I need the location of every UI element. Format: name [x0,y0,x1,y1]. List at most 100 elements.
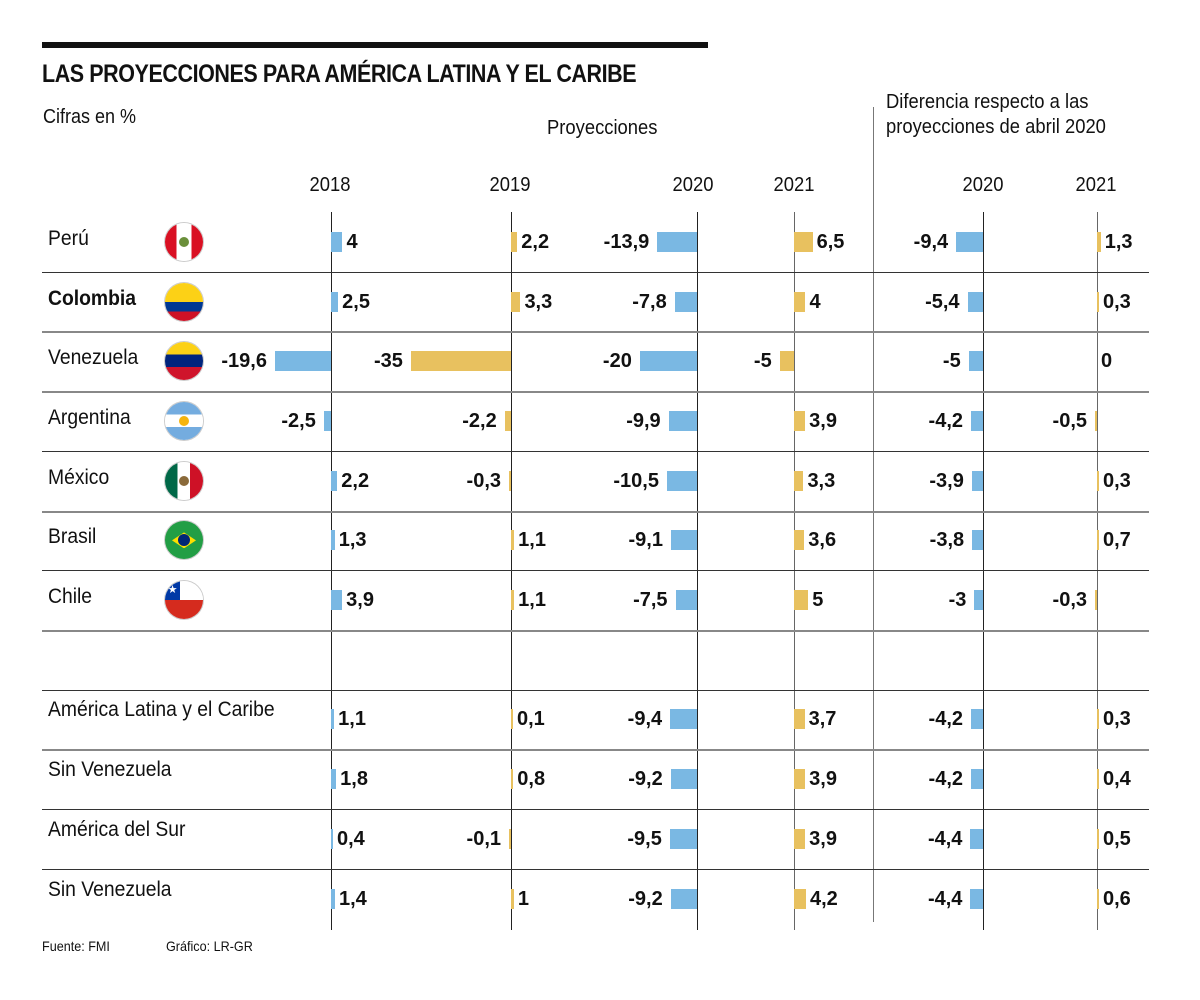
bar-y2021 [794,410,806,431]
row-separator [42,690,1149,691]
bar-y2020 [669,828,697,849]
data-label-y2021: 3,6 [808,529,837,552]
data-label-y2020: -7,5 [633,589,668,612]
bar-d2020 [970,828,983,849]
bar-d2020 [967,291,983,312]
data-label-d2021: 0,3 [1103,469,1131,492]
brazil-flag-icon [165,521,203,560]
bar-y2020 [670,888,697,909]
data-label-y2021: 6,5 [816,230,845,253]
zero-axis-y2021 [794,212,795,930]
bar-y2018 [331,828,333,849]
bar-d2021 [1097,291,1099,312]
data-label-d2020: -3,9 [929,469,964,492]
column-header-d2021: 2021 [1075,174,1117,196]
bar-d2020 [971,470,983,491]
data-label-y2019: 0,8 [517,768,546,791]
bar-d2021 [1097,828,1099,849]
data-label-d2021: 0,4 [1103,768,1131,791]
data-label-y2021: 3,9 [809,827,837,850]
bar-d2020 [970,410,983,431]
row-label: México [48,465,110,489]
bar-d2021 [1095,410,1097,431]
data-label-d2021: 0,7 [1103,529,1131,552]
bar-y2021 [779,351,794,372]
row-label: Sin Venezuela [48,758,172,782]
data-label-y2019: 2,2 [521,230,550,253]
bar-d2021 [1097,530,1099,551]
data-label-d2020: -9,4 [913,230,949,253]
data-label-d2021: 0,3 [1103,708,1131,731]
data-label-y2018: 0,4 [337,827,365,850]
bar-y2018 [331,470,338,491]
row-separator [42,630,1149,632]
bar-y2020 [670,530,697,551]
data-label-y2020: -9,4 [627,708,663,731]
data-label-d2020: -4,4 [927,887,963,910]
bar-y2018 [331,231,343,252]
data-label-y2018: 2,5 [342,290,370,313]
data-label-y2020: -7,8 [632,290,667,313]
source-note: Fuente: FMI [42,938,110,954]
difference-label: Diferencia respecto a las proyecciones d… [886,90,1106,140]
data-label-y2020: -9,1 [628,529,663,552]
bar-y2021 [794,291,806,312]
data-label-y2018: 3,9 [346,589,374,612]
bar-y2020 [668,410,697,431]
data-label-d2020: -3,8 [929,529,965,552]
data-label-d2021: 0,5 [1103,827,1131,850]
section-divider [873,107,874,922]
data-label-y2019: -35 [374,350,403,373]
bar-y2019 [511,590,515,611]
zero-axis-y2018 [331,212,332,930]
bar-y2018 [323,410,331,431]
data-label-y2018: -19,6 [221,350,267,373]
data-label-d2021: 0,3 [1103,290,1131,313]
bar-y2021 [794,828,806,849]
projections-label: Proyecciones [547,117,658,139]
data-label-y2020: -9,2 [628,768,663,791]
data-label-y2018: 1,4 [339,887,367,910]
bar-y2021 [794,530,805,551]
zero-axis-y2020 [697,212,698,930]
zero-axis-d2021 [1097,212,1098,930]
data-label-y2021: 4,2 [810,887,838,910]
data-label-y2020: -20 [602,350,632,373]
data-label-y2021: 3,3 [807,469,836,492]
flag-emblem [179,236,189,247]
row-separator [42,570,1149,571]
bar-y2019 [511,888,514,909]
data-label-d2021: 0 [1101,350,1113,373]
bar-y2018 [331,590,343,611]
bar-d2020 [970,769,983,790]
colombia-flag-icon [165,282,203,321]
bar-y2021 [794,769,806,790]
bar-y2019 [511,231,518,252]
data-label-d2020: -4,4 [927,827,963,850]
bar-y2018 [331,769,337,790]
bar-y2018 [331,888,335,909]
data-label-y2019: -0,3 [466,469,501,492]
data-label-y2019: 1 [517,887,529,910]
bar-y2020 [639,351,697,372]
bar-y2020 [657,231,697,252]
bar-y2020 [674,291,697,312]
column-header-y2020: 2020 [672,174,714,196]
data-label-y2021: 3,9 [809,768,837,791]
row-separator [42,511,1149,513]
bar-y2021 [794,888,806,909]
data-label-y2019: 3,3 [524,290,553,313]
data-label-y2018: 1,8 [340,768,368,791]
bar-y2019 [509,828,511,849]
row-separator [42,749,1149,751]
data-label-y2021: 3,9 [809,409,837,432]
data-label-d2020: -4,2 [928,768,963,791]
data-label-y2020: -10,5 [613,469,659,492]
data-label-y2020: -9,9 [626,409,661,432]
zero-axis-y2019 [511,212,512,930]
row-label: Colombia [48,286,137,310]
data-label-y2018: 1,3 [338,529,367,552]
bar-d2020 [956,231,983,252]
column-header-y2019: 2019 [489,174,531,196]
zero-axis-d2020 [983,212,984,930]
